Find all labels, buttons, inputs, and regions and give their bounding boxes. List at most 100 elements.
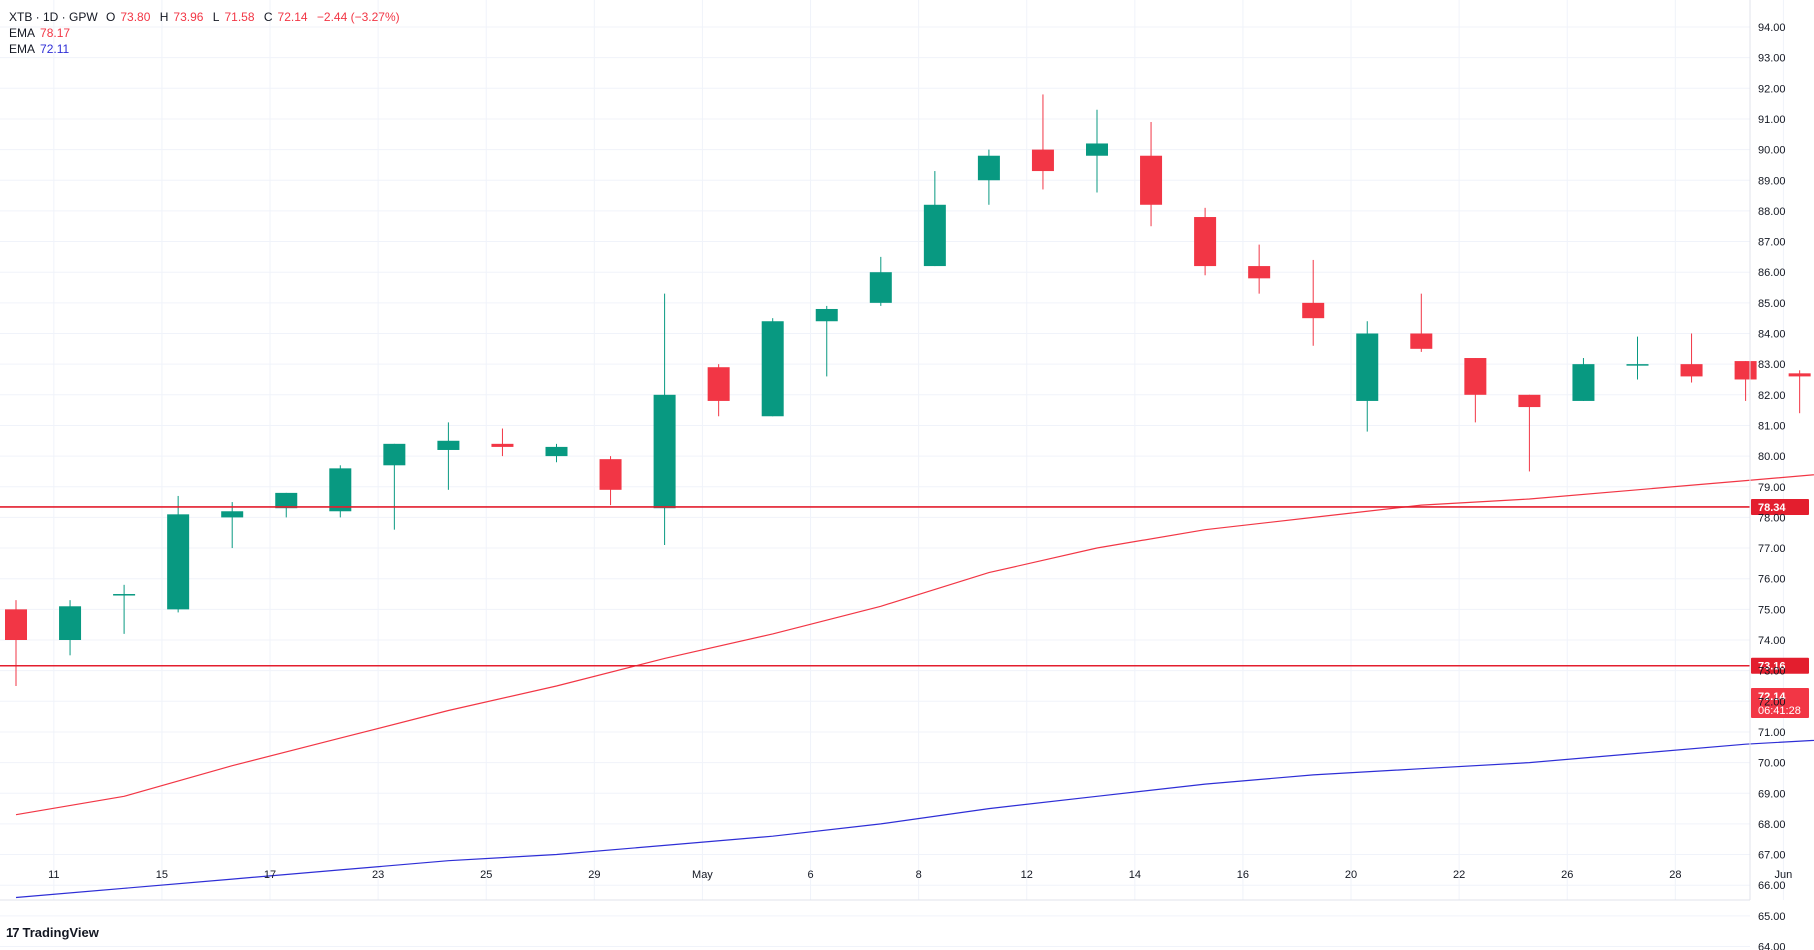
candle-body bbox=[437, 440, 460, 450]
candle bbox=[653, 293, 676, 545]
y-tick-label: 64.00 bbox=[1758, 942, 1786, 950]
candle-body bbox=[383, 443, 406, 466]
candle-body bbox=[1680, 364, 1703, 377]
ema-slow-line bbox=[15, 739, 1814, 899]
x-tick-label: 11 bbox=[48, 869, 59, 881]
candle bbox=[1734, 361, 1757, 401]
time-axis[interactable]: 111517232529May6812141620222628Jun461012… bbox=[0, 869, 1814, 901]
candle bbox=[221, 502, 244, 549]
y-tick-label: 74.00 bbox=[1758, 635, 1786, 647]
y-tick-label: 67.00 bbox=[1758, 850, 1786, 862]
high-value: 73.96 bbox=[173, 10, 204, 24]
candle-body bbox=[1464, 358, 1487, 395]
y-tick-label: 84.00 bbox=[1758, 329, 1786, 341]
y-tick-label: 90.00 bbox=[1758, 145, 1786, 157]
candle bbox=[1680, 333, 1703, 383]
candle-body bbox=[545, 446, 568, 457]
y-tick-label: 69.00 bbox=[1758, 788, 1786, 800]
candle bbox=[1248, 244, 1271, 294]
level-badge bbox=[1751, 498, 1809, 515]
y-tick-label: 88.00 bbox=[1758, 206, 1786, 218]
last-price-label: 72.14 bbox=[1758, 691, 1786, 703]
ema-slow-row[interactable]: EMA 72.11 bbox=[9, 41, 406, 57]
candle bbox=[1031, 94, 1054, 190]
open-label: O bbox=[106, 10, 116, 24]
ema-lines bbox=[15, 474, 1814, 899]
ema-fast-row[interactable]: EMA 78.17 bbox=[9, 25, 406, 41]
candle-body bbox=[653, 394, 676, 509]
candle-body bbox=[1248, 266, 1271, 279]
x-tick-label: 16 bbox=[1237, 869, 1249, 881]
high-label: H bbox=[159, 10, 169, 24]
low-value: 71.58 bbox=[224, 10, 255, 24]
candle bbox=[1518, 394, 1541, 472]
candle bbox=[1572, 358, 1595, 401]
candle bbox=[977, 149, 1000, 205]
candle bbox=[869, 256, 892, 306]
candle bbox=[1194, 207, 1217, 276]
y-tick-label: 86.00 bbox=[1758, 267, 1786, 279]
x-tick-label: 6 bbox=[807, 869, 813, 881]
y-tick-label: 77.00 bbox=[1758, 543, 1786, 555]
candle bbox=[167, 495, 190, 613]
candle bbox=[815, 305, 838, 377]
candle bbox=[1086, 109, 1108, 193]
candle bbox=[437, 422, 460, 490]
candle-body bbox=[329, 468, 352, 512]
candle bbox=[1410, 293, 1433, 352]
x-tick-label: 26 bbox=[1561, 869, 1573, 881]
ema-slow-value: 72.11 bbox=[40, 42, 70, 56]
x-tick-label: 23 bbox=[372, 869, 384, 881]
candle-body bbox=[1788, 373, 1811, 377]
candle bbox=[923, 171, 946, 267]
x-tick-label: 28 bbox=[1669, 869, 1681, 881]
ema-fast-line bbox=[15, 474, 1814, 816]
candle-body bbox=[167, 514, 190, 610]
candle bbox=[545, 443, 568, 463]
candle-body bbox=[5, 609, 27, 640]
candle-body bbox=[59, 606, 82, 640]
candle bbox=[1788, 370, 1811, 414]
tradingview-logo-icon: 17 bbox=[6, 925, 20, 940]
y-tick-label: 70.00 bbox=[1758, 758, 1786, 770]
candle-body bbox=[815, 308, 838, 322]
candle-body bbox=[1302, 302, 1325, 319]
candle-body bbox=[977, 155, 1000, 181]
candle-body bbox=[1572, 364, 1595, 401]
y-tick-label: 89.00 bbox=[1758, 175, 1786, 187]
candle-body bbox=[1518, 394, 1541, 408]
candle-body bbox=[869, 272, 892, 303]
x-tick-label: 25 bbox=[480, 869, 492, 881]
y-tick-label: 80.00 bbox=[1758, 451, 1786, 463]
y-tick-label: 85.00 bbox=[1758, 298, 1786, 310]
change-value: −2.44 (−3.27%) bbox=[316, 10, 400, 24]
price-axis[interactable]: 64.00 65.00 66.00 67.00 68.00 69.00 70.00 71.00… bbox=[1749, 0, 1786, 950]
symbol-label[interactable]: XTB · 1D · GPW bbox=[9, 10, 98, 24]
candle bbox=[761, 318, 784, 417]
candle-body bbox=[1626, 364, 1649, 366]
y-tick-label: 94.00 bbox=[1758, 22, 1786, 34]
x-tick-label: 15 bbox=[156, 869, 168, 881]
candle bbox=[1626, 336, 1649, 380]
candle-body bbox=[221, 511, 244, 518]
y-tick-label: 78.00 bbox=[1758, 512, 1786, 524]
x-tick-label: Jun bbox=[1775, 869, 1793, 881]
candle bbox=[599, 456, 622, 506]
y-tick-label: 93.00 bbox=[1758, 53, 1786, 65]
tradingview-brand[interactable]: 17 TradingView bbox=[6, 925, 99, 940]
y-tick-label: 65.00 bbox=[1758, 911, 1786, 923]
x-tick-label: 29 bbox=[588, 869, 600, 881]
x-tick-label: May bbox=[692, 869, 713, 881]
x-tick-label: 22 bbox=[1453, 869, 1465, 881]
candle bbox=[1356, 321, 1379, 432]
y-tick-label: 66.00 bbox=[1758, 880, 1786, 892]
brand-name: TradingView bbox=[22, 925, 99, 940]
candle bbox=[1140, 122, 1163, 227]
candle bbox=[1464, 358, 1487, 423]
x-tick-label: 8 bbox=[916, 869, 922, 881]
level-badge bbox=[1751, 657, 1809, 674]
candle bbox=[5, 600, 27, 686]
candle bbox=[275, 492, 298, 518]
candle bbox=[113, 584, 136, 634]
